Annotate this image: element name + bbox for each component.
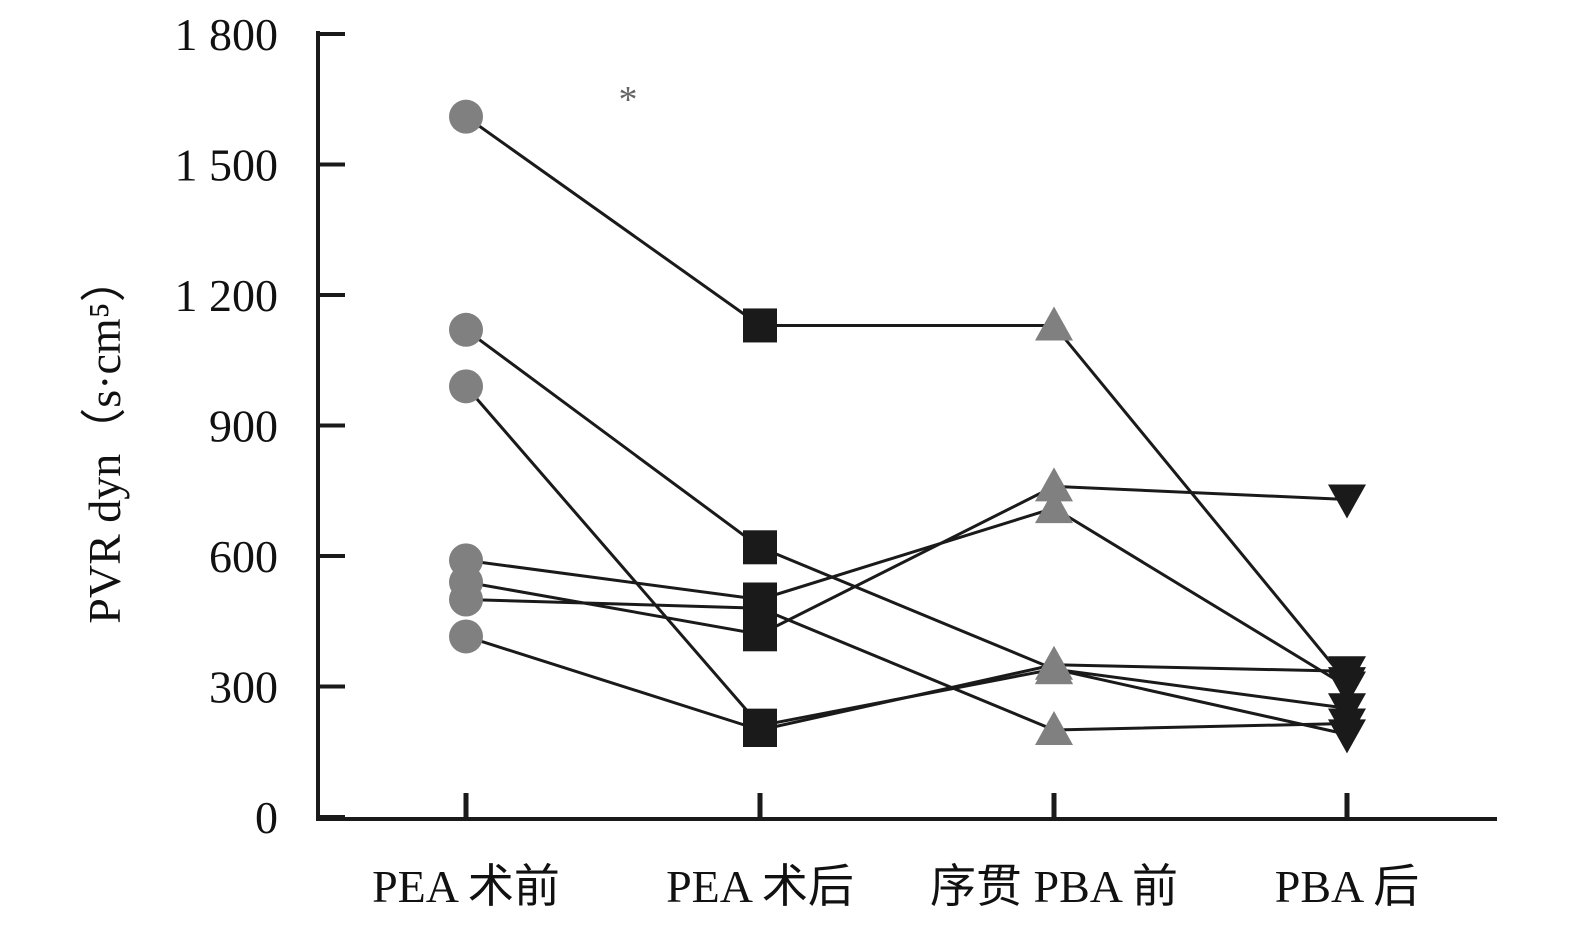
series-markers: [449, 99, 1366, 754]
marker-triangle-up: [1035, 306, 1073, 341]
marker-square: [743, 713, 777, 747]
y-tick-label: 0: [255, 792, 278, 843]
series-line-5: [465, 484, 1348, 636]
marker-square: [743, 308, 777, 343]
marker-square: [743, 530, 777, 565]
significance-annotation: *: [619, 79, 638, 121]
marker-circle: [449, 582, 483, 617]
x-category-label: 序贯 PBA 前: [930, 861, 1178, 912]
marker-circle: [449, 312, 483, 347]
series-line-4: [465, 506, 1348, 688]
y-tick-label: 1 800: [175, 9, 279, 60]
series-line-3: [464, 385, 1348, 728]
marker-triangle-up: [1035, 711, 1073, 745]
marker-triangle-up: [1035, 467, 1073, 502]
marker-triangle-down: [1328, 708, 1366, 743]
x-category-label: PEA 术后: [666, 861, 854, 912]
marker-triangle-up: [1035, 645, 1073, 680]
y-ticks: 0 300 600 900 1 200 1 500 1 800: [175, 9, 345, 843]
y-tick-label: 900: [209, 401, 278, 452]
marker-circle: [449, 99, 483, 134]
marker-triangle-down: [1328, 656, 1366, 691]
y-tick-label: 1 500: [175, 140, 279, 191]
y-tick-label: 300: [209, 662, 278, 713]
series-line-2: [465, 328, 1348, 736]
y-axis-title: PVR dyn（s·cm⁵）: [79, 256, 130, 623]
series-line-7: [465, 635, 1348, 732]
y-tick-label: 600: [209, 531, 278, 582]
marker-circle: [449, 369, 483, 404]
marker-circle: [449, 619, 483, 654]
x-ticks: PEA 术前 PEA 术后 序贯 PBA 前 PBA 后: [372, 793, 1419, 912]
y-tick-label: 1 200: [175, 270, 279, 321]
x-category-label: PBA 后: [1275, 861, 1419, 912]
marker-square: [743, 591, 777, 626]
marker-triangle-down: [1328, 484, 1366, 519]
marker-triangle-up: [1035, 489, 1073, 524]
series-line-6: [465, 598, 1348, 732]
series-line-1: [465, 115, 1349, 684]
x-category-label: PEA 术前: [372, 861, 560, 912]
series-lines: [464, 115, 1349, 736]
